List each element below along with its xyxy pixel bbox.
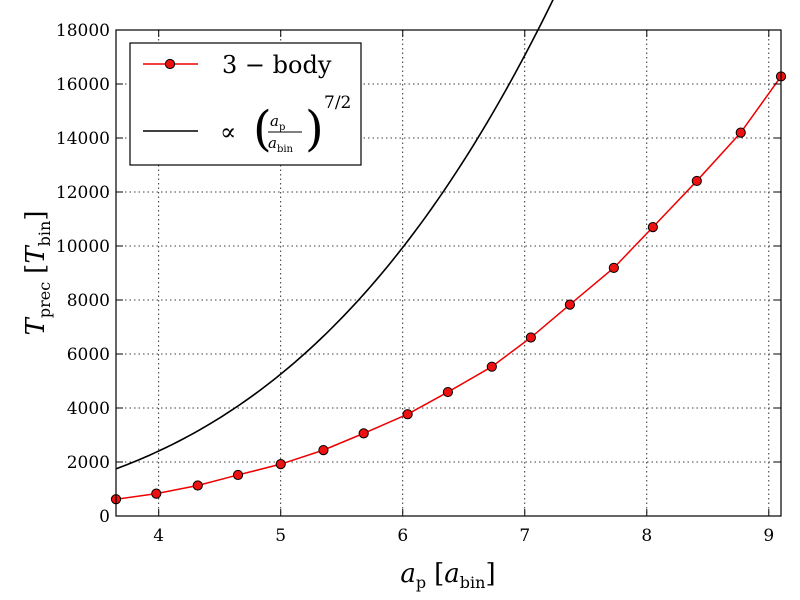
legend-marker-3body bbox=[164, 58, 176, 70]
legend-fraction-denominator: abin bbox=[268, 134, 294, 155]
x-tick-label: 4 bbox=[153, 526, 164, 546]
x-tick-label: 7 bbox=[519, 526, 530, 546]
y-tick-label: 2000 bbox=[67, 453, 110, 473]
legend-left-paren: ( bbox=[253, 101, 272, 157]
y-tick-label: 0 bbox=[99, 507, 110, 527]
three-body-point bbox=[442, 386, 453, 398]
y-tick-label: 8000 bbox=[67, 291, 110, 311]
y-tick-label: 14000 bbox=[56, 129, 110, 149]
three-body-point bbox=[608, 262, 619, 273]
three-body-point bbox=[525, 332, 536, 343]
tick-layer: 4 5 6 7 8 9 0 2000 4000 6000 8000 10000 12000 14000 16… bbox=[56, 21, 781, 546]
three-body-point bbox=[735, 127, 746, 138]
legend-right-paren: ) bbox=[305, 101, 324, 157]
three-body-point bbox=[486, 361, 497, 372]
three-body-point bbox=[318, 445, 329, 456]
three-body-point bbox=[192, 480, 203, 491]
legend: 3 − body ∝ ( ap abin ) 7/2 bbox=[129, 42, 362, 166]
x-axis-label: ap [abin] bbox=[400, 559, 495, 592]
x-tick-label: 9 bbox=[763, 526, 774, 546]
three-body-point bbox=[402, 409, 413, 420]
x-tick-label: 8 bbox=[641, 526, 652, 546]
y-tick-label: 18000 bbox=[56, 21, 110, 41]
three-body-point bbox=[275, 459, 286, 470]
y-tick-label: 12000 bbox=[56, 183, 110, 203]
legend-label-3body: 3 − body bbox=[222, 51, 332, 79]
three-body-point bbox=[564, 299, 576, 310]
x-tick-label: 6 bbox=[397, 526, 408, 546]
legend-fraction-numerator: ap bbox=[270, 112, 285, 133]
y-axis-label: Tprec[Tbin] bbox=[21, 211, 54, 336]
y-tick-label: 6000 bbox=[67, 345, 110, 365]
legend-proportional-symbol: ∝ bbox=[220, 118, 236, 146]
three-body-point bbox=[691, 175, 702, 187]
x-tick-label: 5 bbox=[275, 526, 286, 546]
three-body-point bbox=[358, 428, 369, 439]
y-tick-label: 4000 bbox=[67, 399, 110, 419]
legend-exponent: 7/2 bbox=[324, 93, 351, 113]
y-tick-label: 10000 bbox=[56, 237, 110, 257]
three-body-point bbox=[232, 469, 244, 481]
y-tick-label: 16000 bbox=[56, 75, 110, 95]
three-body-point bbox=[151, 488, 162, 499]
powerlaw-line bbox=[115, 0, 554, 470]
plot-frame bbox=[115, 29, 782, 517]
three-body-point bbox=[647, 222, 658, 233]
